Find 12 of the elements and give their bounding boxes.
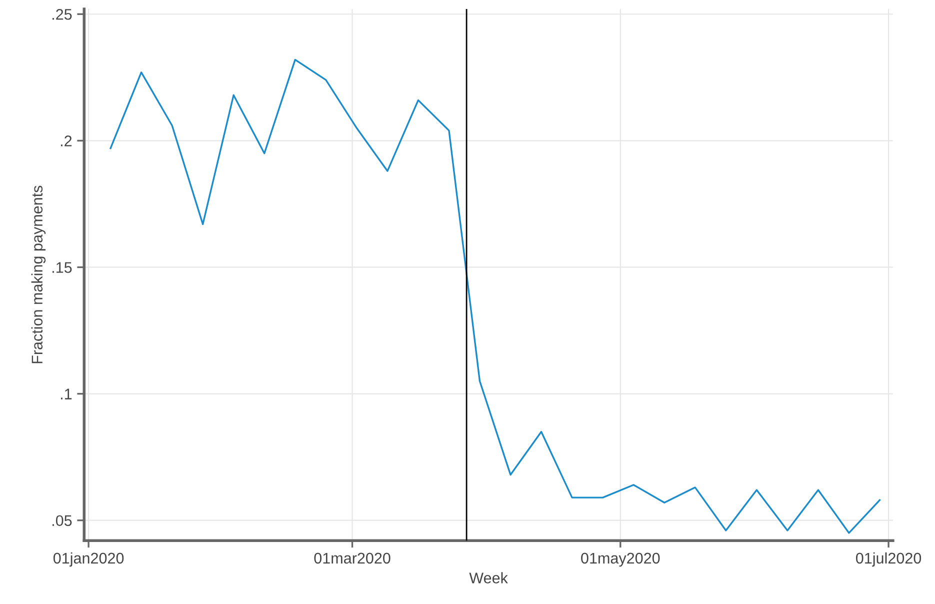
y-tick-label: .15 xyxy=(52,262,72,273)
x-axis-title: Week xyxy=(469,572,508,584)
y-tick-label: .1 xyxy=(61,388,72,400)
y-tick-label: .25 xyxy=(52,8,72,20)
line-series xyxy=(110,58,881,534)
x-tick-label: 01mar2020 xyxy=(314,552,390,564)
y-tick-label: .05 xyxy=(52,515,72,526)
x-tick-label: 01jan2020 xyxy=(53,552,124,567)
x-tick-label: 01jul2020 xyxy=(856,552,922,567)
y-axis-title: Fraction making payments xyxy=(31,186,46,364)
y-tick-label: .2 xyxy=(61,136,72,146)
x-tick-label: 01may2020 xyxy=(581,552,660,567)
